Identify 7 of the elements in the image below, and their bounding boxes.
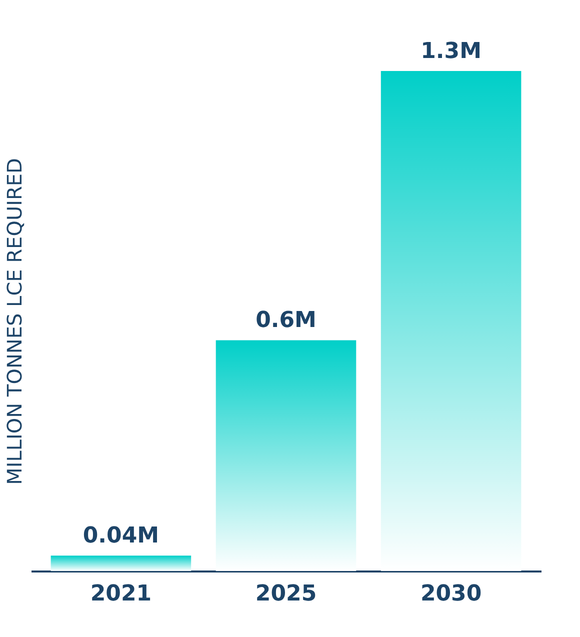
data-label: 0.04M	[82, 524, 160, 549]
x-tick-label: 2025	[255, 582, 317, 606]
data-label: 0.6M	[256, 308, 316, 334]
y-axis-title: MILLION TONNES LCE REQUIRED	[2, 158, 26, 485]
data-label: 1.3M	[420, 39, 482, 64]
x-tick-label: 2021	[90, 582, 152, 606]
x-tick-label: 2030	[420, 582, 482, 606]
